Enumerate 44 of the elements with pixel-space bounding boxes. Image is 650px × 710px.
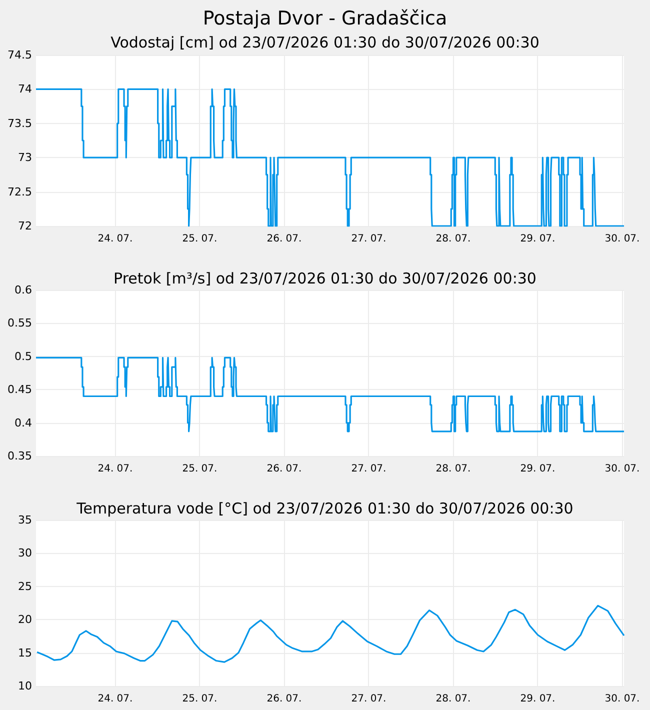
line-series xyxy=(36,604,625,663)
x-tick-label: 30. 07. xyxy=(604,234,640,244)
y-tick-label: 73.5 xyxy=(8,116,32,130)
x-tick-label: 28. 07. xyxy=(436,234,471,244)
y-tick-label: 25 xyxy=(18,580,32,593)
chart-title: Pretok [m³/s] od 23/07/2026 01:30 do 30/07/2026 00:30 xyxy=(114,270,536,288)
y-tick-label: 15 xyxy=(18,646,32,660)
x-tick-label: 30. 07. xyxy=(604,694,640,704)
x-tick-label: 26. 07. xyxy=(266,234,302,244)
x-tick-label: 24. 07. xyxy=(98,464,133,474)
x-tick-label: 29. 07. xyxy=(520,464,556,474)
y-tick-label: 0.35 xyxy=(8,450,32,462)
y-tick-label: 0.55 xyxy=(8,316,32,330)
x-tick-label: 30. 07. xyxy=(604,464,640,474)
x-tick-label: 26. 07. xyxy=(266,694,302,704)
y-tick-label: 74 xyxy=(18,82,32,96)
y-tick-label: 72.5 xyxy=(8,185,32,198)
x-tick-label: 25. 07. xyxy=(182,464,218,474)
x-tick-label: 26. 07. xyxy=(266,464,302,474)
y-tick-label: 35 xyxy=(18,514,32,526)
y-tick-label: 20 xyxy=(18,613,32,626)
y-tick-label: 30 xyxy=(18,546,32,560)
x-tick-label: 28. 07. xyxy=(436,694,471,704)
chart-title: Temperatura vode [°C] od 23/07/2026 01:30 do 30/07/2026 00:30 xyxy=(76,500,574,518)
chart-title: Postaja Dvor - Gradaščica xyxy=(202,8,448,30)
y-tick-label: 0.45 xyxy=(8,383,32,396)
x-tick-label: 27. 07. xyxy=(351,694,386,704)
x-tick-label: 24. 07. xyxy=(98,234,133,244)
x-tick-label: 25. 07. xyxy=(182,694,218,704)
y-tick-label: 72 xyxy=(18,220,32,232)
y-tick-label: 0.5 xyxy=(14,350,32,363)
y-tick-label: 73 xyxy=(18,151,32,164)
y-tick-label: 0.6 xyxy=(14,284,32,296)
y-tick-label: 0.4 xyxy=(14,416,32,430)
x-tick-label: 27. 07. xyxy=(351,234,386,244)
x-tick-label: 24. 07. xyxy=(98,694,133,704)
x-tick-label: 29. 07. xyxy=(520,694,556,704)
y-tick-label: 74.5 xyxy=(8,48,32,62)
x-tick-label: 27. 07. xyxy=(351,464,386,474)
x-tick-label: 28. 07. xyxy=(436,464,471,474)
y-tick-label: 10 xyxy=(18,680,32,692)
x-tick-label: 25. 07. xyxy=(182,234,218,244)
chart-subtitle: Vodostaj [cm] od 23/07/2026 01:30 do 30/07/2026 00:30 xyxy=(110,34,540,52)
x-tick-label: 29. 07. xyxy=(520,234,556,244)
